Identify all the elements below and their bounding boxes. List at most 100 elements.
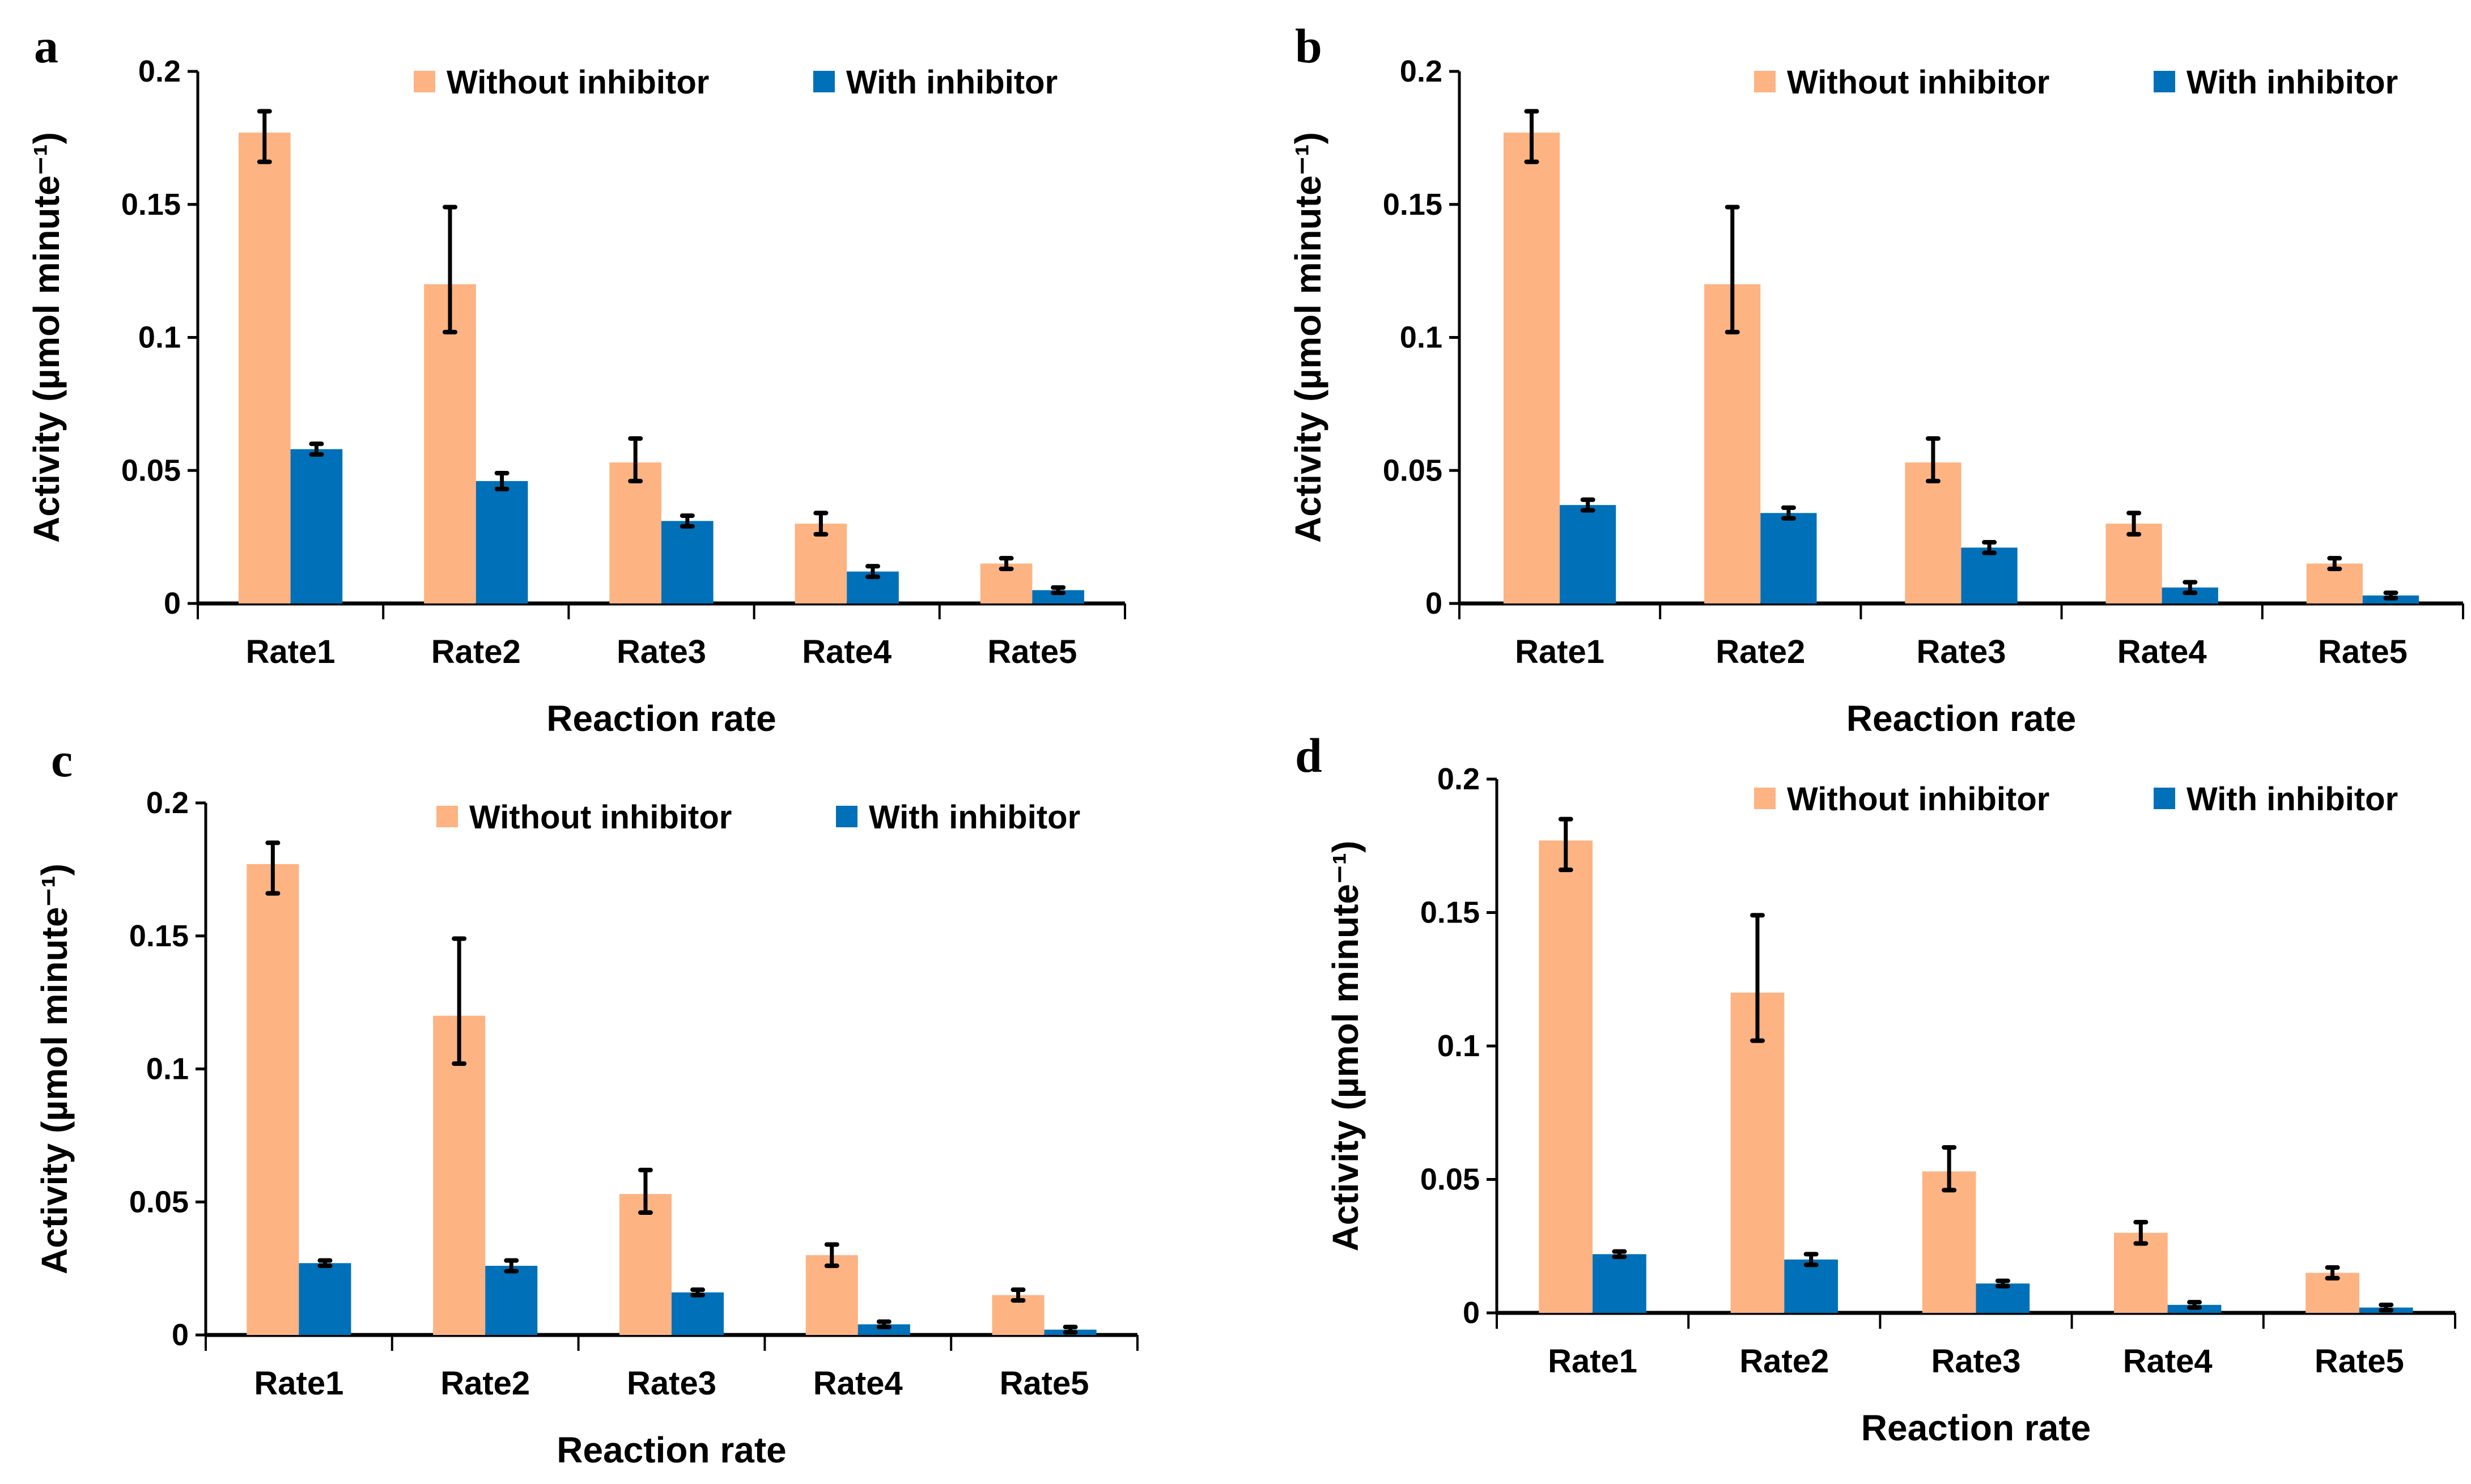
panel-a: a 0 0.05 0.1 0.15 0.2 Rate1 Rate2 Rate3 Rate4 Rate… bbox=[26, 19, 1126, 739]
x-tick-label: Rate5 bbox=[987, 633, 1077, 670]
x-tick-label: Rate3 bbox=[1917, 633, 2006, 670]
error-bar bbox=[1051, 585, 1066, 596]
panel-label: b bbox=[1295, 19, 1322, 73]
y-tick-label: 0 bbox=[164, 586, 181, 620]
panel-c: c 0 0.05 0.1 0.15 0.2 Rate1 Rate2 Rate3 Rate4 Rate… bbox=[34, 733, 1139, 1470]
bar-with-inhibitor bbox=[485, 1265, 538, 1335]
error-bar bbox=[690, 1287, 706, 1298]
x-tick-label: Rate3 bbox=[617, 633, 706, 670]
y-tick-label: 0.2 bbox=[146, 786, 189, 820]
error-bar bbox=[2183, 580, 2198, 596]
legend-swatch bbox=[414, 71, 435, 92]
x-tick-label: Rate2 bbox=[440, 1365, 530, 1402]
error-bar bbox=[876, 1319, 891, 1329]
panel-label: d bbox=[1295, 728, 1322, 783]
error-bar bbox=[2126, 511, 2142, 537]
x-axis-title: Reaction rate bbox=[1861, 1408, 2091, 1448]
error-bar bbox=[494, 470, 510, 492]
y-tick-label: 0 bbox=[1463, 1296, 1480, 1330]
bar-with-inhibitor bbox=[1032, 590, 1085, 603]
y-tick-label: 0.15 bbox=[1420, 896, 1480, 930]
y-tick-label: 0.2 bbox=[138, 54, 181, 88]
bar-without-inhibitor bbox=[795, 524, 847, 603]
y-tick-label: 0.2 bbox=[1437, 762, 1480, 796]
error-bar bbox=[452, 936, 467, 1066]
bar-with-inhibitor bbox=[672, 1292, 724, 1335]
x-tick-label: Rate5 bbox=[1000, 1365, 1089, 1402]
error-bar bbox=[2133, 1219, 2149, 1246]
x-tick-label: Rate4 bbox=[2117, 633, 2207, 670]
bar-without-inhibitor bbox=[1922, 1171, 1976, 1313]
bar-without-inhibitor bbox=[2105, 524, 2162, 603]
legend: Without inhibitor With inhibitor bbox=[1754, 781, 2398, 818]
bar-without-inhibitor bbox=[424, 284, 476, 604]
bar-without-inhibitor bbox=[1704, 284, 1761, 604]
bar-without-inhibitor bbox=[247, 864, 299, 1335]
bar-with-inhibitor bbox=[1784, 1259, 1838, 1313]
bar-with-inhibitor bbox=[475, 481, 528, 603]
x-tick-label: Rate1 bbox=[254, 1365, 343, 1402]
x-tick-label: Rate4 bbox=[813, 1365, 903, 1402]
error-bar bbox=[628, 436, 643, 484]
error-bar bbox=[680, 513, 695, 529]
y-axis-title: Activity (µmol minute⁻¹) bbox=[1325, 841, 1366, 1252]
bar-with-inhibitor bbox=[299, 1263, 351, 1335]
y-axis-title: Activity (µmol minute⁻¹) bbox=[26, 132, 67, 543]
x-tick-label: Rate3 bbox=[627, 1365, 716, 1402]
x-tick-label: Rate2 bbox=[1739, 1343, 1829, 1380]
legend-label: Without inhibitor bbox=[469, 799, 732, 836]
error-bar bbox=[1982, 540, 1997, 555]
x-tick-label: Rate4 bbox=[802, 633, 891, 670]
y-axis-title: Activity (µmol minute⁻¹) bbox=[34, 864, 75, 1274]
error-bar bbox=[1558, 817, 1573, 873]
y-tick-label: 0.2 bbox=[1400, 54, 1442, 88]
legend-swatch bbox=[2154, 71, 2175, 92]
x-tick-label: Rate4 bbox=[2123, 1343, 2213, 1380]
x-tick-label: Rate2 bbox=[1716, 633, 1805, 670]
y-tick-label: 0.1 bbox=[138, 321, 181, 355]
y-tick-label: 0.1 bbox=[146, 1052, 189, 1086]
bar-without-inhibitor bbox=[433, 1015, 486, 1335]
error-bar bbox=[2379, 1302, 2394, 1313]
x-tick-label: Rate1 bbox=[246, 633, 336, 670]
bar-with-inhibitor bbox=[661, 521, 714, 603]
error-bar bbox=[1580, 497, 1595, 513]
error-bar bbox=[1995, 1278, 2010, 1289]
error-bar bbox=[1750, 913, 1765, 1043]
error-bar bbox=[1781, 505, 1796, 521]
x-tick-label: Rate2 bbox=[431, 633, 521, 670]
x-tick-label: Rate1 bbox=[1548, 1343, 1637, 1380]
legend-label: With inhibitor bbox=[869, 799, 1080, 836]
legend-swatch bbox=[1754, 788, 1776, 809]
x-tick-label: Rate3 bbox=[1931, 1343, 2021, 1380]
legend-swatch bbox=[1754, 71, 1776, 92]
bar-with-inhibitor bbox=[1961, 547, 2018, 603]
bar-without-inhibitor bbox=[1730, 992, 1785, 1313]
x-axis-title: Reaction rate bbox=[1846, 698, 2076, 739]
y-tick-label: 0.15 bbox=[129, 919, 189, 953]
bar-without-inhibitor bbox=[1503, 132, 1560, 604]
y-tick-label: 0.1 bbox=[1437, 1029, 1480, 1063]
y-tick-label: 0.15 bbox=[121, 188, 181, 222]
legend-swatch bbox=[436, 806, 458, 827]
y-axis-title: Activity (µmol minute⁻¹) bbox=[1288, 132, 1328, 543]
error-bar bbox=[442, 205, 457, 335]
y-tick-label: 0 bbox=[172, 1318, 189, 1352]
legend-swatch bbox=[813, 71, 835, 92]
error-bar bbox=[1803, 1252, 1819, 1268]
legend: Without inhibitor With inhibitor bbox=[414, 64, 1058, 101]
y-tick-label: 0 bbox=[1425, 586, 1442, 620]
legend-label: Without inhibitor bbox=[447, 64, 709, 101]
bar-without-inhibitor bbox=[619, 1194, 672, 1335]
error-bar bbox=[2327, 556, 2342, 571]
error-bar bbox=[317, 1258, 333, 1268]
legend-swatch bbox=[836, 806, 857, 827]
error-bar bbox=[309, 441, 324, 457]
legend-label: With inhibitor bbox=[846, 64, 1058, 101]
x-tick-label: Rate5 bbox=[2315, 1343, 2404, 1380]
error-bar bbox=[1011, 1287, 1026, 1303]
error-bar bbox=[2325, 1265, 2340, 1281]
legend: Without inhibitor With inhibitor bbox=[436, 799, 1080, 836]
x-tick-label: Rate5 bbox=[2318, 633, 2408, 670]
error-bar bbox=[824, 1242, 839, 1268]
